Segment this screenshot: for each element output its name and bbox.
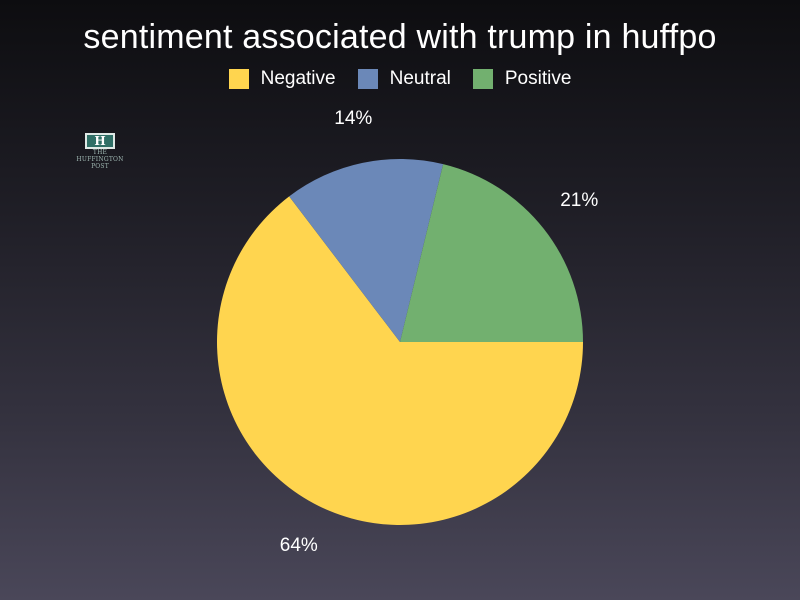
legend-swatch-negative [228, 69, 249, 89]
logo-caption-2: HUFFINGTON [76, 156, 124, 163]
pie-slice-negative [216, 196, 583, 525]
legend-item-positive: Positive [472, 68, 572, 90]
logo-caption-3: POST [91, 163, 109, 170]
legend-swatch-neutral [357, 69, 378, 89]
legend-item-neutral: Neutral [357, 68, 451, 90]
huffington-post-logo: H THE HUFFINGTON POST [64, 133, 136, 170]
chart-legend: Negative Neutral Positive [0, 68, 800, 90]
legend-label-positive: Positive [504, 68, 572, 89]
pie-slice-neutral [289, 158, 444, 342]
pie-label-neutral: 14% [334, 107, 373, 129]
legend-item-negative: Negative [228, 68, 336, 90]
pie-slice-positive [400, 164, 583, 342]
legend-label-negative: Negative [260, 68, 336, 89]
logo-caption-1: THE [92, 149, 108, 156]
chart-title: sentiment associated with trump in huffp… [83, 18, 717, 56]
legend-swatch-positive [472, 69, 493, 89]
legend-label-neutral: Neutral [389, 68, 451, 89]
pie-label-positive: 21% [560, 190, 599, 212]
logo-mark: H [85, 133, 115, 149]
pie-label-negative: 64% [279, 535, 318, 557]
